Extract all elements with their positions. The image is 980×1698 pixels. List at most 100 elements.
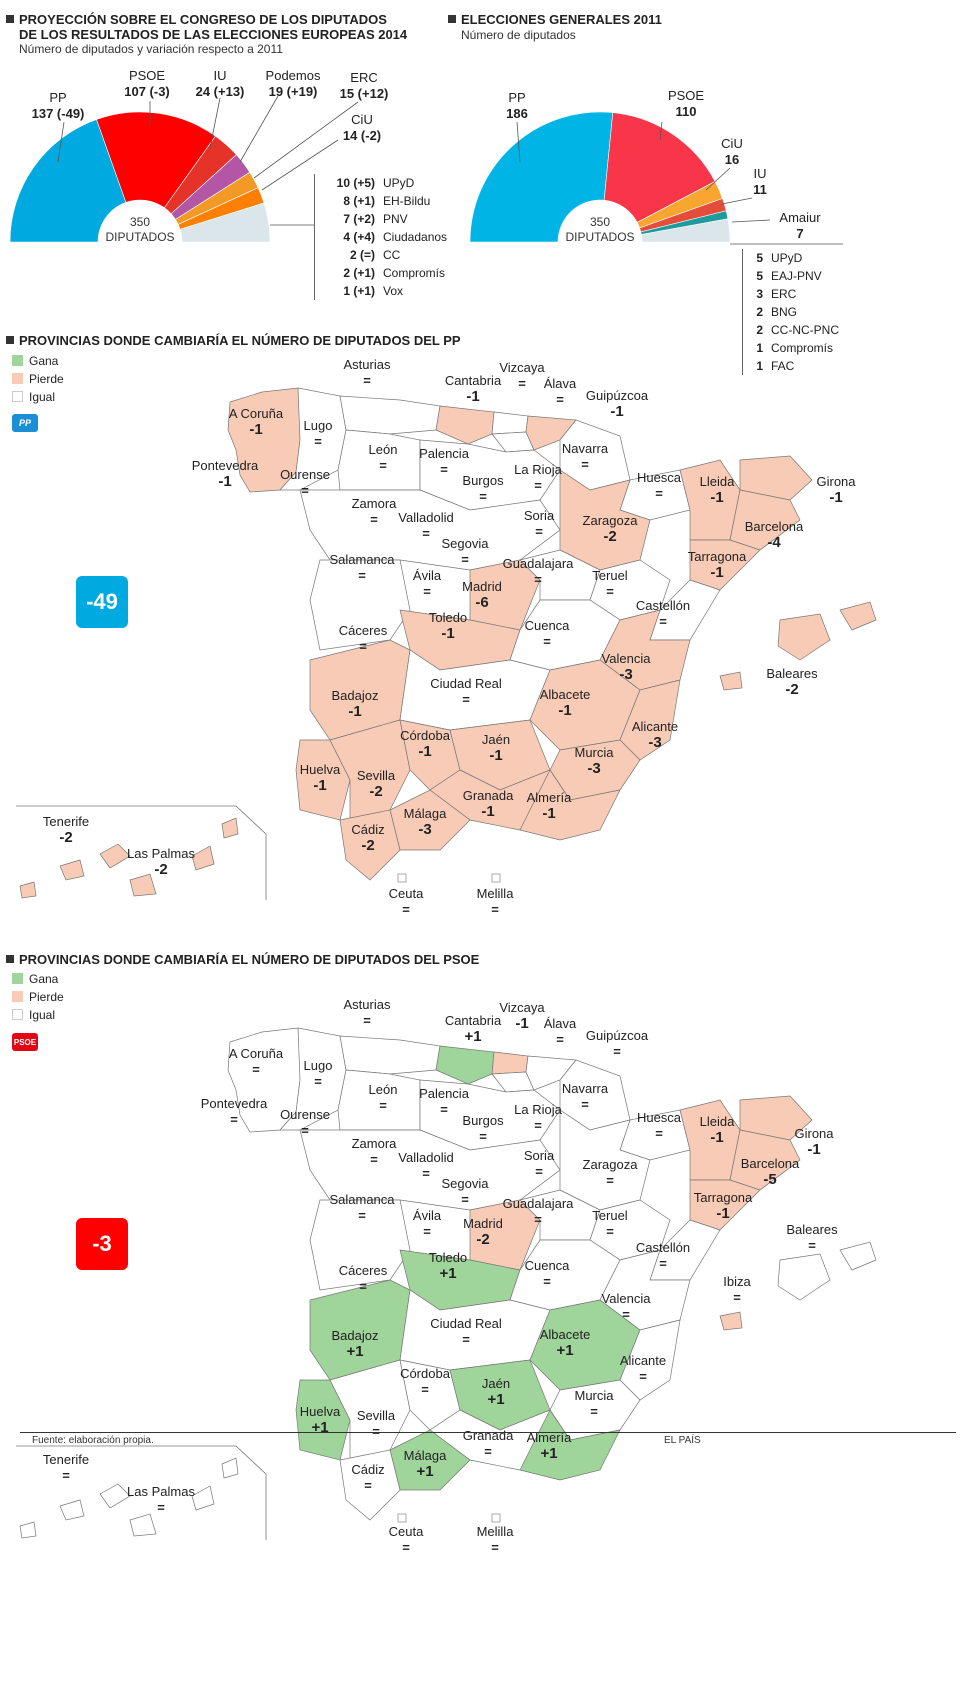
province-change: = — [639, 1369, 647, 1384]
others-row: 7 (+2) PNV — [325, 210, 447, 228]
province-name: Valencia — [601, 651, 651, 666]
region-cantabria — [435, 405, 495, 445]
province-name: Tarragona — [693, 1190, 753, 1205]
province-label: Ourense = — [280, 467, 330, 499]
province-change: = — [491, 1540, 499, 1555]
province-change: +1 — [464, 1028, 482, 1045]
canary-island — [191, 845, 215, 871]
province-name: Ceuta — [388, 886, 424, 901]
province-label: Melilla = — [477, 1524, 514, 1556]
province-change: = — [733, 1290, 741, 1305]
province-change: = — [358, 568, 366, 583]
chart1-hemicycle — [9, 95, 359, 243]
pierde-swatch — [12, 991, 23, 1002]
province-name: Baleares — [766, 666, 818, 681]
others-seats: 8 (+1) — [343, 194, 375, 208]
province-change: = — [314, 1074, 322, 1089]
province-label: Navarra = — [562, 1081, 608, 1113]
province-label: Pontevedra = — [201, 1096, 268, 1128]
province-name: Ceuta — [388, 1524, 424, 1539]
chart1-center: 350 DIPUTADOS — [105, 215, 175, 244]
province-label: Córdoba -1 — [400, 728, 450, 760]
chart1-title: PROYECCIÓN SOBRE EL CONGRESO DE LOS DIPU… — [6, 12, 407, 42]
province-name: Barcelona — [740, 1156, 800, 1171]
chart1-label-iu: IU 24 (+13) — [195, 68, 245, 99]
seat-segment-psoe — [96, 111, 216, 209]
province-label: Castellón = — [636, 598, 690, 630]
seat-segment-otros — [640, 218, 731, 243]
province-change: -1 — [481, 803, 495, 820]
province-change: = — [655, 1126, 663, 1141]
province-change: = — [808, 1238, 816, 1253]
province-label: Girona -1 — [816, 474, 855, 506]
province-name: Toledo — [428, 610, 468, 625]
province-label: Burgos = — [462, 473, 503, 505]
province-name: Albacete — [539, 687, 591, 702]
title-square-icon — [448, 15, 456, 23]
province-name: Asturias — [343, 997, 391, 1012]
province-name: Granada — [462, 1428, 514, 1443]
province-label: Soria = — [524, 1148, 554, 1180]
province-change: = — [534, 1118, 542, 1133]
province-label: Valencia -3 — [602, 651, 651, 683]
seat-segment-otros — [179, 202, 271, 243]
others-row: 4 (+4) Ciudadanos — [325, 228, 447, 246]
province-name: Asturias — [343, 357, 391, 372]
province-name: Burgos — [462, 473, 504, 488]
province-change: = — [484, 1444, 492, 1459]
province-label: Ibiza = — [723, 1274, 750, 1306]
province-label: Alicante = — [620, 1353, 666, 1385]
province-label: Murcia = — [574, 1388, 613, 1420]
province-change: = — [581, 457, 589, 472]
province-change: = — [461, 1192, 469, 1207]
seat-segment-psoe — [603, 112, 716, 223]
province-label: Tenerife -2 — [43, 814, 89, 846]
province-label: Melilla = — [477, 886, 514, 918]
province-change: = — [461, 552, 469, 567]
province-name: Soria — [523, 1148, 555, 1163]
region-baleares2 — [777, 1253, 831, 1301]
province-label: Málaga -3 — [404, 806, 447, 838]
province-name: Cáceres — [338, 1263, 388, 1278]
province-change: = — [462, 692, 470, 707]
province-name: Córdoba — [400, 1366, 450, 1381]
province-change: = — [606, 584, 614, 599]
province-label: Navarra = — [562, 441, 608, 473]
province-name: Huelva — [299, 1404, 341, 1419]
province-name: Guadalajara — [502, 1196, 574, 1211]
province-name: Salamanca — [329, 552, 395, 567]
province-change: -1 — [829, 489, 843, 506]
others-seats: 10 (+5) — [336, 176, 375, 190]
gana-swatch — [12, 973, 23, 984]
province-label: Alicante -3 — [632, 719, 678, 751]
others-row: 5 UPyD — [753, 249, 839, 267]
province-name: León — [368, 1082, 398, 1097]
province-name: Zaragoza — [582, 1157, 638, 1172]
province-change: = — [402, 1540, 410, 1555]
others-seats: 1 — [756, 341, 763, 355]
province-label: Baleares = — [786, 1222, 837, 1254]
province-name: Álava — [543, 376, 577, 391]
province-change: = — [518, 376, 526, 391]
chart1-subtitle: Número de diputados y variación respecto… — [19, 42, 283, 56]
province-label: Teruel = — [592, 1208, 627, 1240]
province-change: = — [556, 1032, 564, 1047]
province-name: Ourense — [280, 1107, 330, 1122]
others-seats: 2 — [756, 323, 763, 337]
province-label: Álava = — [544, 1016, 577, 1048]
province-name: Teruel — [592, 568, 628, 583]
province-change: -4 — [767, 534, 781, 551]
others-party: Compromís — [383, 266, 446, 280]
region-cantabria — [435, 1045, 495, 1085]
province-change: = — [622, 1307, 630, 1322]
province-name: Zaragoza — [582, 513, 638, 528]
province-change: -1 — [249, 421, 263, 438]
province-change: -1 — [418, 743, 432, 760]
canary-island — [99, 1483, 131, 1509]
province-label: Soria = — [524, 508, 554, 540]
province-change: -1 — [807, 1141, 821, 1158]
province-label: Palencia = — [419, 1086, 469, 1118]
region-barcelona — [729, 489, 801, 551]
ceuta-melilla-marker — [397, 1513, 407, 1523]
province-name: Ciudad Real — [430, 676, 502, 691]
